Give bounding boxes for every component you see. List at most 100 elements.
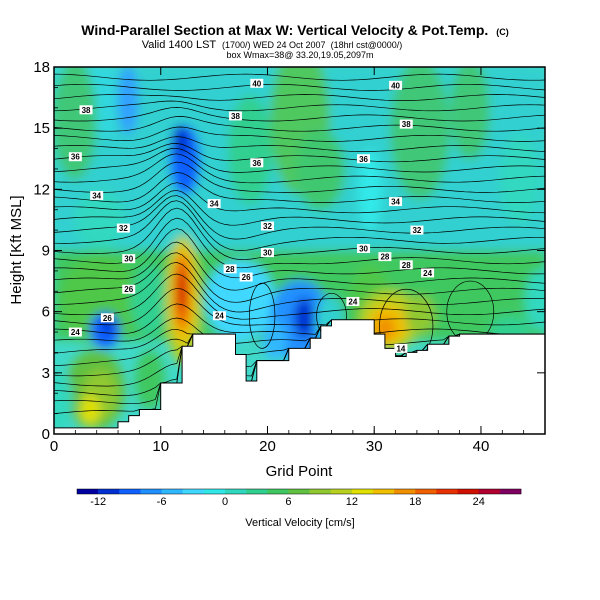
colorbar-swatch	[182, 489, 205, 494]
contour-label: 34	[210, 200, 219, 209]
colorbar-swatch	[394, 489, 416, 494]
contour-label-box	[122, 254, 136, 264]
contour-label: 24	[71, 328, 80, 337]
plot-area: 40 40 38 38 38 36 36 36 34 34 34 32 32 32 30 30 30 28 28 28…	[54, 67, 545, 434]
contour-line	[54, 73, 545, 81]
chart-subtitle-2: box Wmax=38@ 33.20,19.05,2097m	[227, 50, 374, 60]
contour-label: 14	[396, 344, 405, 353]
x-axis-label: Grid Point	[266, 463, 334, 480]
colorbar-tick-label: 18	[409, 496, 421, 508]
contour-label: 34	[391, 198, 400, 207]
colorbar-swatch	[246, 489, 268, 494]
contour-line	[54, 195, 545, 240]
contour-label-box	[250, 158, 264, 168]
contour-label-box	[212, 311, 226, 321]
colorbar-tick-label: -12	[90, 496, 106, 508]
contour-label-box	[79, 105, 93, 115]
contour-label: 30	[263, 249, 272, 258]
contour-label: 40	[252, 79, 261, 88]
contour-label: 30	[359, 244, 368, 253]
contour-label-box	[239, 272, 253, 282]
contour-label: 32	[263, 222, 272, 231]
contour-label-box	[378, 252, 392, 262]
contour-line	[54, 126, 545, 142]
contour-label-box	[389, 197, 403, 207]
y-tick-label: 3	[42, 365, 50, 382]
contour-line	[54, 153, 545, 184]
colorbar-swatch	[288, 489, 310, 494]
terrain-mask	[54, 319, 545, 434]
contour-line	[54, 100, 545, 112]
contour-label-box	[394, 343, 408, 353]
y-tick-label: 15	[33, 120, 50, 137]
colorbar-swatch	[499, 489, 522, 494]
colorbar-swatch	[415, 489, 437, 494]
colorbar-swatch	[457, 489, 480, 494]
contour-line	[54, 273, 545, 320]
contour-label-box	[346, 296, 360, 306]
contour-line	[54, 207, 545, 260]
contour-label-box	[228, 111, 242, 121]
chart-title: Wind-Parallel Section at Max W: Vertical…	[81, 22, 508, 38]
contour-label-box	[260, 248, 274, 258]
colorbar-tick-label: -6	[157, 496, 167, 508]
y-tick-label: 0	[42, 426, 50, 443]
contour-label: 32	[412, 226, 421, 235]
contour-label-box	[68, 327, 82, 337]
contour-label: 34	[92, 191, 101, 200]
contour-label: 28	[402, 261, 411, 270]
colorbar-swatch	[161, 489, 184, 494]
contour-label: 40	[391, 81, 400, 90]
colorbar-frame	[76, 488, 522, 495]
contour-label: 38	[231, 112, 240, 121]
colorbar-swatch	[77, 489, 99, 494]
colorbar-swatch	[373, 489, 395, 494]
contour-line	[54, 182, 545, 214]
contour-line	[54, 83, 545, 91]
contour-label-box	[90, 190, 104, 200]
contour-label-box	[223, 264, 237, 274]
y-tick-label: 9	[42, 243, 50, 260]
contour-line	[54, 228, 545, 279]
colorbar-swatch	[140, 489, 162, 494]
contour-label-box	[357, 154, 371, 164]
colorbar-label: Vertical Velocity [cm/s]	[245, 517, 354, 529]
contour-label: 36	[359, 155, 368, 164]
contour-label-box	[260, 221, 274, 231]
contour-label: 24	[423, 269, 432, 278]
contour-line	[54, 172, 545, 203]
x-tick-label: 0	[50, 438, 58, 455]
contour-labels: 40 40 38 38 38 36 36 36 34 34 34 32 32 32 30 30 30 28 28 28…	[68, 78, 435, 353]
contour-line	[54, 189, 545, 226]
contour-label-box	[100, 313, 114, 323]
contour-label: 26	[124, 285, 133, 294]
contour-label: 30	[124, 255, 133, 264]
colorbar-swatch	[98, 489, 120, 494]
contour-label-box	[421, 268, 435, 278]
contour-label: 24	[348, 297, 357, 306]
contour-label: 38	[82, 106, 91, 115]
contour-line	[54, 147, 545, 173]
contour-label-box	[116, 223, 130, 233]
contour-line	[54, 143, 545, 163]
contour-label-box	[68, 152, 82, 162]
contour-label-box	[122, 284, 136, 294]
contour-line	[54, 241, 545, 291]
colorbar-swatch	[351, 489, 374, 494]
contour-line	[54, 107, 545, 122]
colorbar-swatch	[119, 489, 141, 494]
contour-line	[54, 287, 545, 326]
contour-label: 24	[215, 312, 224, 321]
colorbar-swatch	[267, 489, 289, 494]
contour-line	[54, 136, 545, 152]
colorbar-swatch	[330, 489, 353, 494]
contour-label: 36	[252, 159, 261, 168]
x-tick-label: 40	[473, 438, 490, 455]
colorbar-swatch	[478, 489, 501, 494]
x-tick-label: 30	[366, 438, 383, 455]
contour-label: 28	[380, 253, 389, 262]
y-axis-label: Height [Kft MSL]	[8, 195, 25, 304]
contour-label-box	[399, 260, 413, 270]
